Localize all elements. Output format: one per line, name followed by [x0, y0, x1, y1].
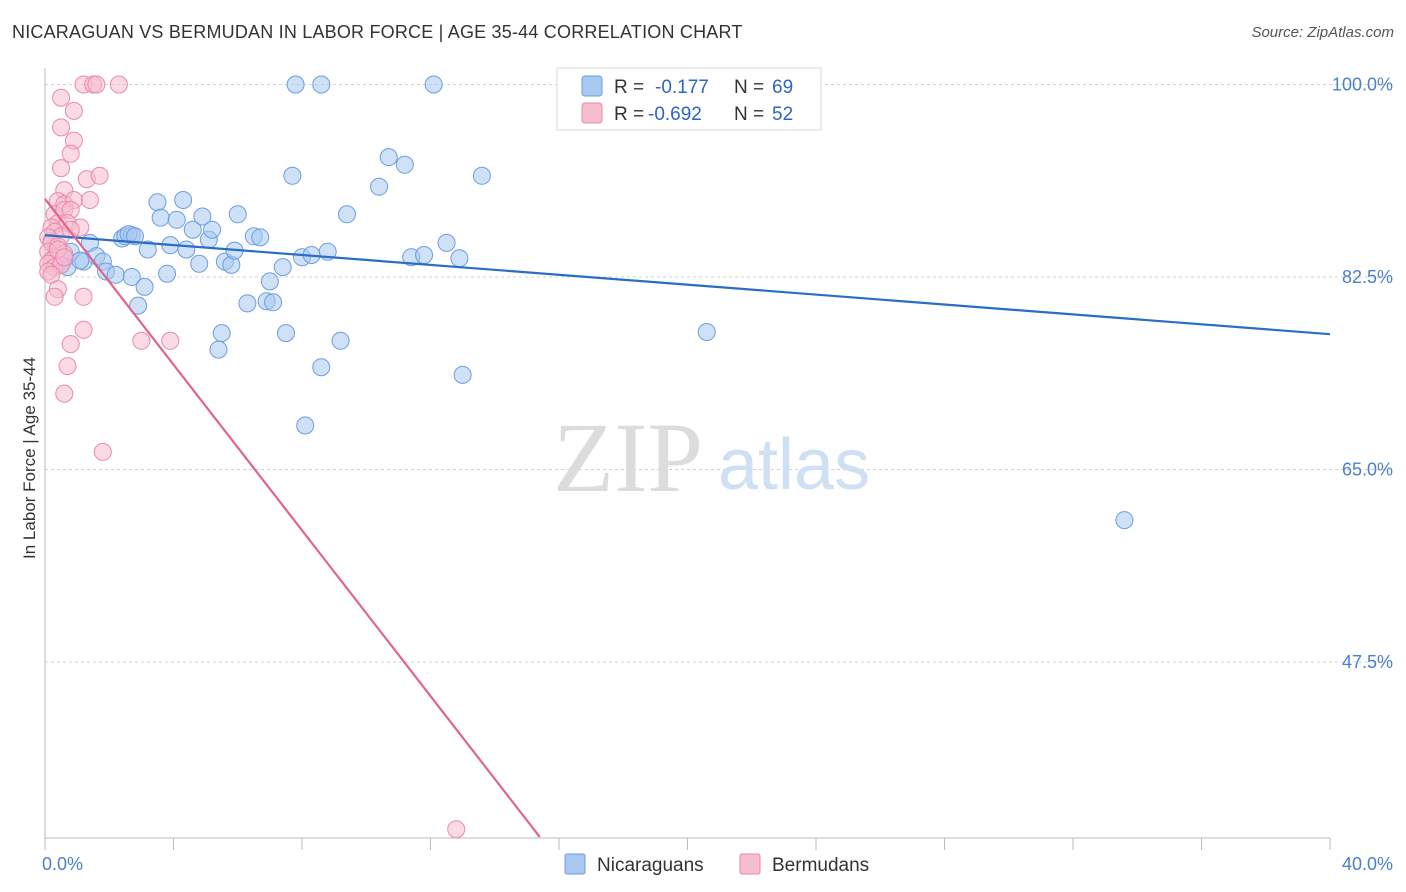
nicaraguans-point-54 [337, 205, 356, 224]
axis-layer [44, 68, 1331, 850]
bermudans-point-46 [55, 384, 74, 403]
bermudans-point-48 [447, 820, 466, 839]
bottom-legend-label-nicaraguans: Nicaraguans [597, 855, 704, 876]
bermudans-point-45 [58, 357, 77, 376]
y-tick-label-0: 100.0% [1332, 75, 1393, 95]
y-axis-title: In Labor Force | Age 35-44 [20, 357, 39, 559]
bottom-legend: Nicaraguans Bermudans [564, 853, 869, 876]
legend-r-label-nicaraguans: R = [614, 77, 644, 98]
legend-r-value-bermudans: -0.692 [648, 104, 702, 125]
bermudans-point-2 [87, 75, 106, 94]
bottom-legend-swatch-nicaraguans [564, 853, 586, 875]
nicaraguans-point-40 [209, 340, 228, 359]
nicaraguans-point-17 [138, 240, 157, 259]
y-tick-label-2: 65.0% [1342, 460, 1393, 480]
watermark: ZIP atlas [553, 402, 870, 513]
nicaraguans-point-39 [212, 324, 231, 343]
bermudans-point-43 [132, 331, 151, 350]
nicaraguans-point-41 [238, 294, 257, 313]
nicaraguans-point-53 [331, 331, 350, 350]
nicaraguans-point-59 [415, 246, 434, 264]
nicaraguans-point-47 [283, 166, 302, 185]
bermudans-point-47 [93, 442, 112, 461]
bermudans-point-44 [161, 331, 180, 350]
nicaraguans-point-25 [167, 210, 186, 229]
nicaraguans-point-20 [129, 296, 148, 315]
nicaraguans-point-38 [251, 228, 270, 247]
nicaraguans-point-19 [135, 277, 154, 296]
nicaraguans-point-30 [193, 207, 212, 226]
nicaraguans-point-16 [125, 227, 144, 246]
bermudans-points [39, 75, 466, 839]
x-tick-label-1: 40.0% [1342, 854, 1393, 874]
tick-label-layer: 100.0% 82.5% 65.0% 47.5% 0.0% 40.0% [42, 75, 1393, 875]
nicaraguans-point-28 [183, 220, 202, 239]
legend-swatch-bermudans [581, 102, 603, 124]
y-tick-label-3: 47.5% [1342, 652, 1393, 672]
chart-title: NICARAGUAN VS BERMUDAN IN LABOR FORCE | … [12, 22, 743, 42]
bermudans-point-5 [64, 101, 83, 120]
nicaraguans-point-32 [203, 220, 222, 239]
bermudans-point-41 [74, 320, 93, 339]
bermudans-point-42 [61, 335, 80, 354]
nicaraguans-point-51 [312, 358, 331, 377]
legend-n-label-bermudans: N = [734, 104, 764, 125]
nicaraguans-point-22 [151, 208, 170, 227]
bermudans-point-6 [52, 118, 71, 137]
bermudans-point-51 [55, 248, 74, 267]
nicaraguans-point-62 [453, 365, 472, 384]
bermudans-point-8 [61, 144, 80, 163]
bermudans-point-3 [109, 75, 128, 94]
bermudans-point-39 [45, 287, 64, 306]
nicaraguans-point-60 [437, 233, 456, 252]
bottom-legend-swatch-bermudans [739, 853, 761, 875]
nicaraguans-point-55 [370, 177, 389, 196]
nicaraguans-point-57 [395, 155, 414, 174]
bermudans-point-9 [52, 159, 71, 178]
bermudans-trend-line [44, 198, 541, 838]
nicaraguans-point-27 [177, 240, 196, 259]
legend-r-label-bermudans: R = [614, 104, 644, 125]
top-legend: R = -0.177 N = 69 R = -0.692 N = 52 [556, 67, 822, 131]
x-tick-label-0: 0.0% [42, 854, 83, 874]
bermudans-point-40 [74, 287, 93, 306]
nicaraguans-point-45 [273, 258, 292, 277]
nicaraguans-point-23 [158, 264, 177, 283]
nicaraguans-point-21 [148, 193, 167, 212]
chart-source: Source: ZipAtlas.com [1251, 24, 1394, 41]
trend-layer [44, 198, 1331, 838]
nicaraguans-point-61 [450, 249, 469, 268]
watermark-atlas: atlas [718, 425, 870, 505]
nicaraguans-point-46 [276, 324, 295, 343]
nicaraguans-point-29 [190, 254, 209, 273]
watermark-zip: ZIP [553, 402, 703, 513]
legend-r-value-nicaraguans: -0.177 [655, 77, 709, 98]
nicaraguans-point-64 [697, 323, 716, 341]
y-tick-label-1: 82.5% [1342, 267, 1393, 287]
nicaraguans-point-2 [424, 75, 443, 94]
bottom-legend-label-bermudans: Bermudans [772, 855, 869, 876]
nicaraguans-point-36 [228, 205, 247, 224]
nicaraguans-point-52 [296, 416, 315, 435]
bermudans-point-4 [52, 88, 71, 107]
grid-layer [45, 84, 1390, 663]
legend-n-value-bermudans: 52 [772, 104, 793, 125]
nicaraguans-point-1 [312, 75, 331, 94]
legend-n-label-nicaraguans: N = [734, 77, 764, 98]
legend-n-value-nicaraguans: 69 [772, 77, 793, 98]
legend-swatch-nicaraguans [581, 75, 603, 97]
nicaraguans-trend-line [44, 234, 1331, 336]
nicaraguans-point-63 [472, 166, 491, 185]
nicaraguans-point-26 [174, 191, 193, 209]
nicaraguans-point-68 [71, 251, 90, 270]
nicaraguans-point-56 [379, 148, 398, 167]
bermudans-point-16 [80, 191, 99, 209]
nicaraguans-point-43 [264, 293, 283, 312]
nicaraguans-point-44 [260, 272, 279, 291]
nicaraguans-point-0 [286, 75, 305, 94]
nicaraguans-point-18 [122, 268, 141, 286]
nicaraguans-point-65 [1115, 511, 1134, 530]
bermudans-point-11 [90, 166, 109, 185]
